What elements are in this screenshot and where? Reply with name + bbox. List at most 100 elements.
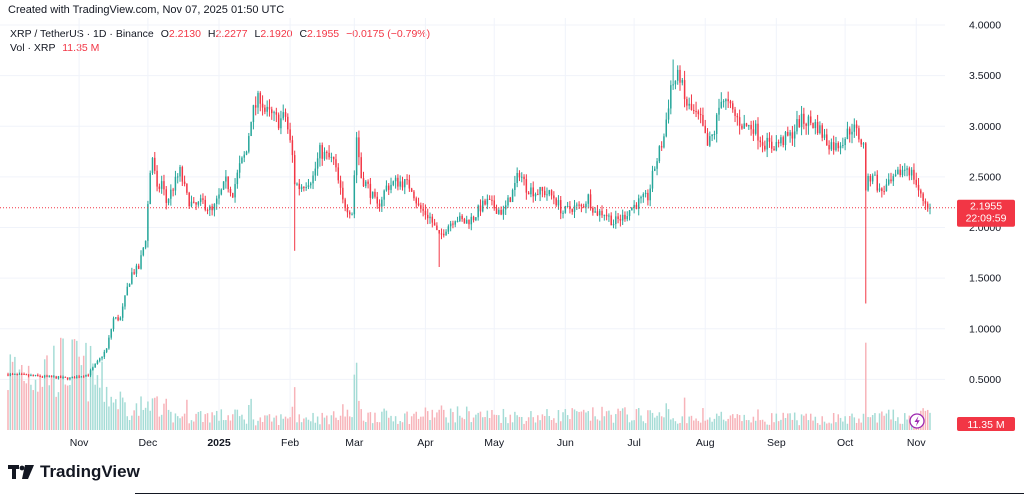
candle-body xyxy=(337,167,340,181)
candle-body xyxy=(899,169,901,176)
candle-body xyxy=(789,132,791,136)
candle-body xyxy=(809,116,812,123)
volume-bar xyxy=(101,361,103,430)
candle-body xyxy=(589,194,592,208)
open-value: 2.2130 xyxy=(168,28,201,40)
volume-bar xyxy=(92,363,94,430)
volume-bar xyxy=(885,413,888,430)
volume-bar xyxy=(667,409,670,430)
candle-body xyxy=(887,179,890,185)
lightning-icon[interactable] xyxy=(909,413,925,429)
candle-body xyxy=(518,172,521,178)
volume-bar xyxy=(433,417,436,430)
tradingview-logo-icon xyxy=(8,465,34,479)
volume-bar xyxy=(119,391,122,430)
candle-body xyxy=(729,101,732,104)
candle-body xyxy=(624,214,626,220)
volume-bar xyxy=(222,420,225,430)
volume-bar xyxy=(429,420,431,430)
candle-body xyxy=(259,92,262,104)
volume-bar xyxy=(768,424,771,430)
volume-bar xyxy=(250,398,252,430)
volume-bar xyxy=(764,421,766,430)
volume-bar xyxy=(195,413,197,430)
volume-bar xyxy=(837,414,840,430)
volume-bar xyxy=(908,415,911,430)
candle-body xyxy=(275,112,278,115)
candle-body xyxy=(144,240,147,248)
volume-bar xyxy=(621,408,624,430)
volume-bar xyxy=(468,411,470,430)
volume-bar xyxy=(722,419,725,430)
candle-body xyxy=(307,185,310,188)
volume-bar xyxy=(117,409,119,430)
candle-body xyxy=(199,198,202,202)
volume-bar xyxy=(115,399,117,430)
candle-body xyxy=(362,178,365,187)
volume-bar xyxy=(835,422,837,430)
volume-bar xyxy=(830,423,833,430)
x-tick-label: Jun xyxy=(557,437,574,449)
grid xyxy=(0,18,945,430)
candle-body xyxy=(399,181,401,187)
candle-body xyxy=(890,179,892,182)
candle-body xyxy=(711,134,713,137)
volume-bar xyxy=(851,413,853,430)
volume-bar xyxy=(330,415,333,430)
candle-body xyxy=(683,80,686,100)
volume-bar xyxy=(179,418,181,430)
candle-body xyxy=(447,226,450,232)
volume-bar xyxy=(754,420,757,430)
volume-bar xyxy=(642,421,645,430)
x-tick-label: Sep xyxy=(767,437,786,449)
volume-bar xyxy=(16,372,18,430)
candle-body xyxy=(392,181,395,185)
candle-body xyxy=(605,214,608,217)
volume-bar xyxy=(300,422,303,430)
candle-body xyxy=(436,225,438,231)
volume-bar xyxy=(697,420,700,430)
volume-bar xyxy=(777,421,780,430)
candle-body xyxy=(532,187,534,197)
volume-bar xyxy=(537,415,539,430)
tradingview-logo[interactable]: TradingView xyxy=(8,462,140,482)
volume-bar xyxy=(82,355,85,430)
volume-bar xyxy=(571,408,573,430)
y-tick-label: 3.0000 xyxy=(969,121,1001,133)
candle-body xyxy=(670,85,672,109)
candle-body xyxy=(43,375,46,377)
candle-body xyxy=(690,103,693,110)
volume-bar xyxy=(546,409,548,430)
volume-bar xyxy=(605,411,608,430)
candle-body xyxy=(915,179,917,185)
candle-body xyxy=(715,114,718,134)
candle-body xyxy=(197,201,200,205)
volume-bar xyxy=(307,419,310,430)
candle-body xyxy=(431,216,434,223)
volume-bar xyxy=(502,408,505,430)
candle-body xyxy=(236,172,239,185)
candle-body xyxy=(587,194,590,204)
volume-bar xyxy=(727,418,729,430)
volume-bar xyxy=(342,404,344,430)
candle-body xyxy=(477,205,479,218)
volume-bar xyxy=(530,411,532,430)
symbol-label[interactable]: XRP / TetherUS · 1D · Binance xyxy=(10,28,154,40)
candle-body xyxy=(195,202,197,205)
y-tick-label: 1.0000 xyxy=(969,323,1001,335)
candle-body xyxy=(117,317,119,321)
candle-body xyxy=(676,69,679,81)
volume-bar xyxy=(578,411,580,430)
candle-body xyxy=(312,175,314,184)
volume-bar xyxy=(69,384,71,430)
candle-body xyxy=(218,194,220,199)
candle-body xyxy=(76,376,78,379)
volume-bar xyxy=(720,411,723,430)
volume-bar xyxy=(899,423,901,430)
volume-bar xyxy=(37,391,39,430)
volume-bar xyxy=(461,417,463,430)
volume-label[interactable]: Vol · XRP xyxy=(10,42,56,54)
volume-bar xyxy=(858,418,860,430)
candle-body xyxy=(50,375,53,377)
